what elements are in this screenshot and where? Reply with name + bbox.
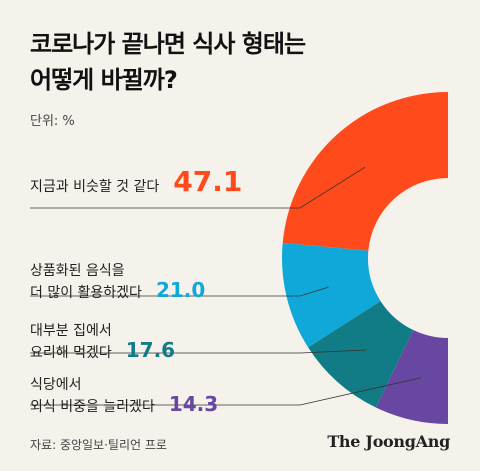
slice-value-4: 14.3 — [168, 392, 219, 416]
source-note: 자료: 중앙일보·틸리언 프로 — [30, 438, 167, 452]
leader-line-1 — [30, 166, 366, 209]
donut-slice-1 — [282, 92, 448, 251]
donut-slice-4 — [375, 330, 448, 424]
slice-label-text: 요리해 먹겠다 — [30, 345, 112, 361]
slice-value-1: 47.1 — [173, 165, 243, 198]
slice-value-2: 21.0 — [155, 278, 206, 302]
donut-slice-3 — [308, 301, 414, 408]
title-line-2: 어떻게 바뀔까? — [30, 66, 178, 94]
unit-label: 단위: % — [30, 114, 75, 129]
slice-label-text: 지금과 비슷할 것 같다 — [30, 179, 160, 195]
slice-label-text: 대부분 집에서 — [30, 323, 112, 339]
donut-slice-2 — [282, 242, 381, 348]
leader-line-2 — [30, 286, 329, 297]
slice-label-1: 지금과 비슷할 것 같다 47.1 — [30, 168, 242, 197]
slice-label-text: 식당에서 — [30, 377, 82, 393]
leader-line-4 — [30, 377, 421, 406]
slice-label-text: 외식 비중을 늘리겠다 — [30, 399, 155, 415]
title-line-1: 코로나가 끝나면 식사 형태는 — [30, 30, 306, 58]
brand-logo: The JoongAng — [327, 432, 450, 451]
slice-value-3: 17.6 — [125, 338, 176, 362]
slice-label-text: 상품화된 음식을 — [30, 263, 125, 279]
chart-title: 코로나가 끝나면 식사 형태는 어떻게 바뀔까? — [30, 26, 306, 98]
slice-label-text: 더 많이 활용하겠다 — [30, 285, 142, 301]
leader-line-3 — [30, 349, 367, 354]
